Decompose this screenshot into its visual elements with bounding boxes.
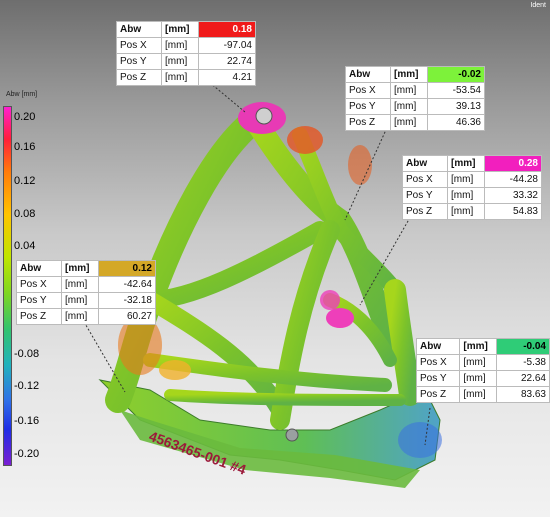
scale-tick: -0.16 bbox=[14, 415, 40, 427]
row-unit: [mm] bbox=[459, 386, 497, 403]
color-scale: Abw [mm] 0.20 0.16 0.12 0.08 0.04 -0.08 … bbox=[0, 90, 70, 470]
row-unit: [mm] bbox=[61, 292, 99, 309]
row-label: Pos Y bbox=[116, 53, 162, 70]
row-value: 83.63 bbox=[495, 386, 550, 403]
header-label: Abw bbox=[402, 155, 448, 172]
row-value: 22.64 bbox=[495, 370, 550, 387]
header-unit: [mm] bbox=[390, 66, 428, 83]
row-label: Pos X bbox=[415, 354, 461, 371]
row-label: Pos X bbox=[16, 276, 62, 293]
deviation-value: -0.02 bbox=[427, 66, 485, 83]
scale-tick: 0.04 bbox=[14, 240, 36, 252]
scale-tick: 0.08 bbox=[14, 208, 36, 220]
row-value: 46.36 bbox=[427, 114, 485, 131]
row-value: 54.83 bbox=[484, 203, 542, 220]
callout-table-5[interactable]: Abw [mm] -0.04 Pos X [mm] -5.38 Pos Y [mm] 22.… bbox=[415, 338, 550, 403]
row-unit: [mm] bbox=[390, 82, 428, 99]
corner-label: Ident bbox=[530, 2, 546, 9]
row-unit: [mm] bbox=[459, 370, 497, 387]
row-value: 4.21 bbox=[198, 69, 256, 86]
row-label: Pos Z bbox=[402, 203, 448, 220]
scale-tick: 0.20 bbox=[14, 111, 36, 123]
row-unit: [mm] bbox=[447, 203, 485, 220]
header-label: Abw bbox=[415, 338, 461, 355]
row-label: Pos X bbox=[345, 82, 391, 99]
row-label: Pos Z bbox=[116, 69, 162, 86]
row-label: Pos Y bbox=[16, 292, 62, 309]
row-unit: [mm] bbox=[61, 276, 99, 293]
row-label: Pos Y bbox=[415, 370, 461, 387]
row-value: 33.32 bbox=[484, 187, 542, 204]
scale-tick: -0.12 bbox=[14, 380, 40, 392]
row-value: 39.13 bbox=[427, 98, 485, 115]
header-label: Abw bbox=[16, 260, 62, 277]
header-unit: [mm] bbox=[459, 338, 497, 355]
row-value: 60.27 bbox=[98, 308, 156, 325]
row-unit: [mm] bbox=[447, 187, 485, 204]
header-label: Abw bbox=[345, 66, 391, 83]
part-base-face bbox=[120, 410, 420, 488]
header-unit: [mm] bbox=[161, 21, 199, 38]
leader-4 bbox=[79, 314, 126, 393]
deviation-value: -0.04 bbox=[495, 338, 550, 355]
callout-table-2[interactable]: Abw [mm] -0.02 Pos X [mm] -53.54 Pos Y [mm] 39… bbox=[345, 66, 485, 131]
scale-tick: -0.08 bbox=[14, 348, 40, 360]
row-value: -42.64 bbox=[98, 276, 156, 293]
callout-table-1[interactable]: Abw [mm] 0.18 Pos X [mm] -97.04 Pos Y [mm] 22.… bbox=[116, 21, 256, 86]
row-value: -32.18 bbox=[98, 292, 156, 309]
row-label: Pos X bbox=[116, 37, 162, 54]
header-unit: [mm] bbox=[61, 260, 99, 277]
scale-tick: -0.20 bbox=[14, 448, 40, 460]
row-unit: [mm] bbox=[161, 37, 199, 54]
row-label: Pos Z bbox=[415, 386, 461, 403]
row-label: Pos Y bbox=[402, 187, 448, 204]
scale-tick: 0.16 bbox=[14, 141, 36, 153]
scale-title: Abw [mm] bbox=[6, 91, 38, 98]
row-value: -44.28 bbox=[484, 171, 542, 188]
row-label: Pos Z bbox=[345, 114, 391, 131]
scale-gradient-bar bbox=[3, 106, 12, 466]
row-value: -53.54 bbox=[427, 82, 485, 99]
deviation-value: 0.18 bbox=[198, 21, 256, 38]
row-value: -97.04 bbox=[198, 37, 256, 54]
row-unit: [mm] bbox=[459, 354, 497, 371]
deviation-value: 0.28 bbox=[484, 155, 542, 172]
row-label: Pos Z bbox=[16, 308, 62, 325]
header-unit: [mm] bbox=[447, 155, 485, 172]
callout-table-4[interactable]: Abw [mm] 0.12 Pos X [mm] -42.64 Pos Y [mm] -32… bbox=[16, 260, 156, 325]
row-unit: [mm] bbox=[161, 53, 199, 70]
callout-table-3[interactable]: Abw [mm] 0.28 Pos X [mm] -44.28 Pos Y [mm] 33.… bbox=[402, 155, 542, 220]
row-unit: [mm] bbox=[390, 114, 428, 131]
row-unit: [mm] bbox=[61, 308, 99, 325]
row-unit: [mm] bbox=[161, 69, 199, 86]
deviation-value: 0.12 bbox=[98, 260, 156, 277]
row-label: Pos Y bbox=[345, 98, 391, 115]
deviation-patches bbox=[118, 102, 442, 458]
header-label: Abw bbox=[116, 21, 162, 38]
row-value: -5.38 bbox=[495, 354, 550, 371]
row-unit: [mm] bbox=[447, 171, 485, 188]
row-unit: [mm] bbox=[390, 98, 428, 115]
row-label: Pos X bbox=[402, 171, 448, 188]
scale-tick: 0.12 bbox=[14, 175, 36, 187]
row-value: 22.74 bbox=[198, 53, 256, 70]
